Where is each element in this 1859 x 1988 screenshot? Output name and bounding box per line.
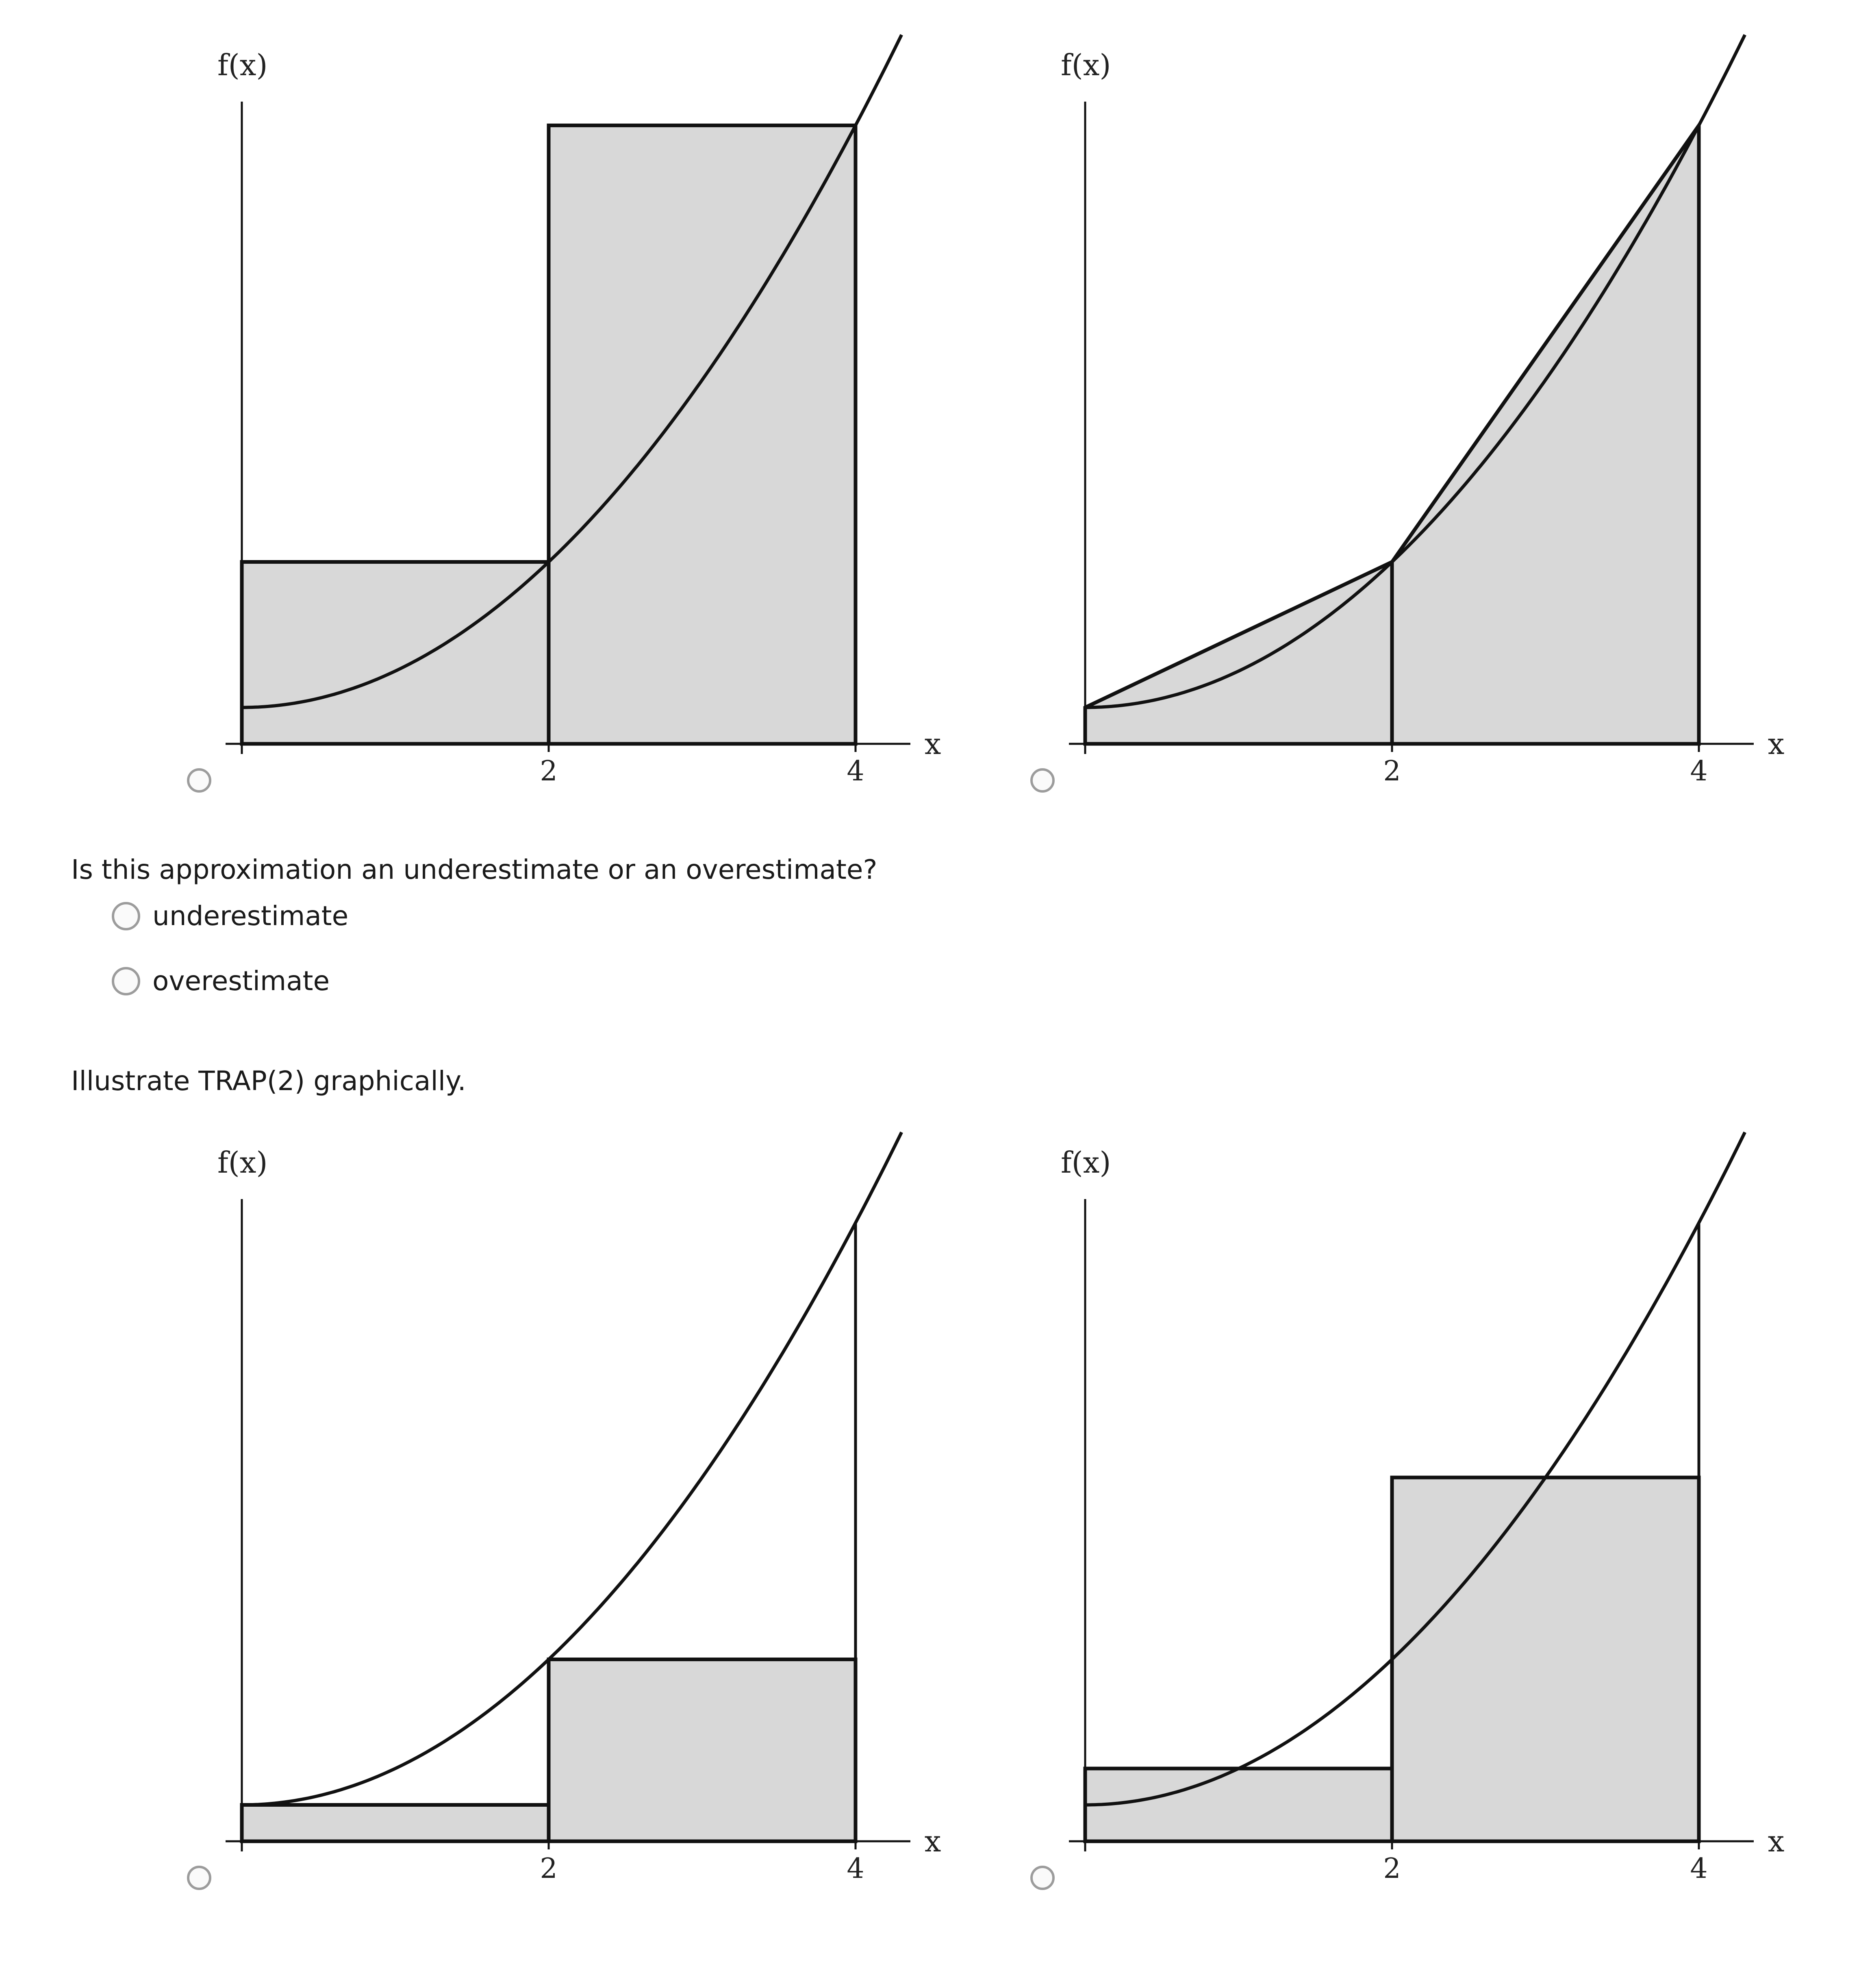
x-tick-label-4: 4: [1690, 755, 1707, 787]
graph-midpoint-sum: 2 4 f(x) x: [1014, 1122, 1807, 1894]
rectangle-1: [1083, 1766, 1394, 1843]
function-curve: [1085, 1131, 1746, 1807]
x-tick-label-2: 2: [540, 1853, 557, 1885]
graph-option-4-radio[interactable]: [1030, 1866, 1055, 1890]
x-tick-label-4: 4: [847, 755, 864, 787]
trapezoid-1: [1083, 559, 1394, 746]
graph-option-3-radio[interactable]: [187, 1866, 211, 1890]
graph-trapezoid: 2 4 f(x) x: [1014, 24, 1807, 797]
graph-left-sum: 2 4 f(x) x: [171, 1122, 963, 1894]
rectangle-1: [240, 1803, 551, 1843]
y-axis-label: f(x): [1061, 1145, 1111, 1180]
rectangle-1: [240, 560, 551, 746]
graph-svg: 2 4 f(x) x: [1061, 34, 1785, 787]
rectangle-2: [547, 124, 858, 746]
y-axis-label: f(x): [217, 1145, 267, 1180]
rectangle-2: [1390, 1475, 1701, 1843]
x-tick-label-4: 4: [1690, 1853, 1707, 1885]
overestimate-label: overestimate: [152, 965, 330, 997]
y-axis-label: f(x): [217, 48, 267, 82]
x-axis-label: x: [925, 727, 941, 761]
function-curve: [242, 1131, 903, 1807]
graph-option-2-radio[interactable]: [1030, 768, 1055, 793]
x-axis-label: x: [925, 1824, 941, 1858]
x-tick-label-4: 4: [847, 1853, 864, 1885]
x-tick-label-2: 2: [1383, 755, 1401, 787]
graph-svg: 2 4 f(x) x: [217, 34, 941, 787]
graph-svg: 2 4 f(x) x: [217, 1131, 941, 1885]
underestimate-radio[interactable]: [112, 902, 140, 930]
option-overestimate[interactable]: overestimate: [112, 965, 330, 997]
overestimate-radio[interactable]: [112, 967, 140, 995]
option-underestimate[interactable]: underestimate: [112, 900, 348, 932]
question-over-under: Is this approximation an underestimate o…: [71, 854, 877, 885]
x-tick-label-2: 2: [540, 755, 557, 787]
x-axis-label: x: [1768, 1824, 1785, 1858]
underestimate-label: underestimate: [152, 900, 349, 932]
x-tick-label-2: 2: [1383, 1853, 1401, 1885]
trapezoid-2: [1390, 119, 1701, 746]
graph-svg: 2 4 f(x) x: [1061, 1131, 1785, 1885]
x-axis-label: x: [1768, 727, 1785, 761]
y-axis-label: f(x): [1061, 48, 1111, 82]
question-trap: Illustrate TRAP(2) graphically.: [71, 1065, 466, 1097]
function-curve: [1085, 34, 1746, 709]
rectangle-2: [547, 1658, 858, 1843]
function-curve: [242, 34, 903, 709]
graph-right-sum: 2 4 f(x) x: [171, 24, 963, 797]
graph-option-1-radio[interactable]: [187, 768, 211, 793]
